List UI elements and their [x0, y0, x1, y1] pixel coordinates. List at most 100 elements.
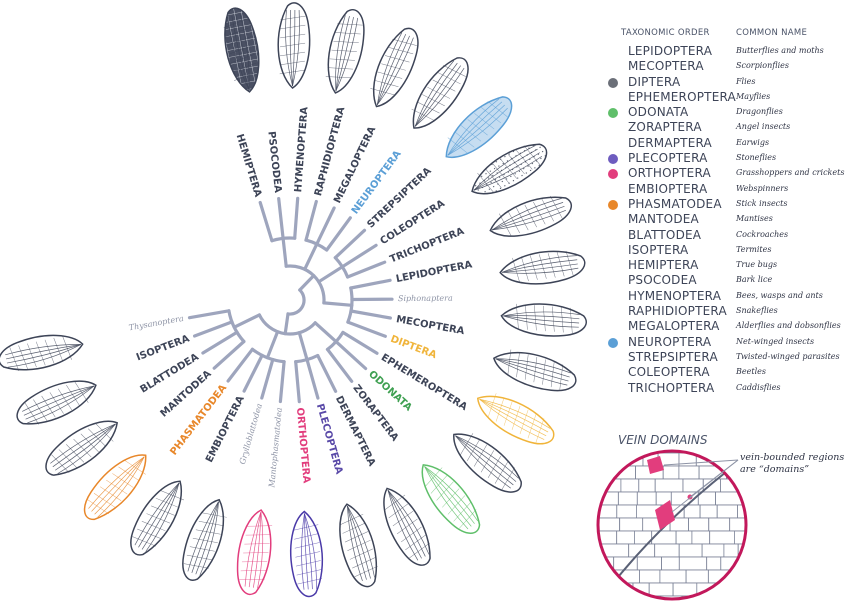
mantodea-wing-crossvein: [95, 423, 114, 442]
vein-domains-title: VEIN DOMAINS: [618, 433, 708, 447]
odonata-wing: [421, 464, 481, 534]
hymenoptera-wing-crossvein: [335, 32, 361, 35]
hymenoptera-wing-vein: [335, 16, 354, 92]
vein-cell: [678, 465, 700, 480]
coleoptera-wing-vein: [492, 206, 565, 231]
wing-illustrations: [0, 2, 587, 598]
legend-common-name: Caddisflies: [736, 382, 781, 392]
embioptera-wing-crossvein: [155, 497, 180, 508]
dermaptera-wing-crossvein: [349, 548, 373, 560]
embioptera-wing-crossvein: [160, 490, 185, 501]
mantodea-wing-vein: [55, 423, 116, 471]
tree-leaf-branch-phasmatodea: [226, 347, 254, 383]
neuroptera-wing-vein: [447, 104, 505, 156]
legend-order-name: ORTHOPTERA: [628, 166, 711, 181]
vein-cell: [593, 609, 611, 613]
lepidoptera-wing-outline: [500, 303, 587, 337]
diptera-wing-crossvein: [495, 397, 505, 422]
trichoptera-wing-vein: [502, 255, 577, 273]
zoraptera-wing-crossvein: [405, 534, 426, 551]
vein-cell: [648, 582, 674, 597]
odonata-wing-crossvein: [459, 509, 477, 529]
phasmatodea-wing-crossvein: [112, 473, 134, 488]
strepsiptera-wing-vein: [473, 145, 536, 191]
strepsiptera-wing-crossvein: [484, 168, 502, 189]
taxon-label-plecoptera: PLECOPTERA: [314, 403, 345, 476]
legend-row-dermaptera: DERMAPTERA Earwigs: [608, 136, 848, 151]
legend-row-hymenoptera: HYMENOPTERA Bees, wasps and ants: [608, 289, 848, 304]
mecoptera-wing-crossvein: [507, 349, 512, 375]
odonata-wing-crossvein: [436, 481, 454, 501]
lepidoptera-wing-vein: [503, 315, 579, 328]
legend-header: TAXONOMIC ORDER COMMON NAME: [608, 24, 848, 44]
legend-order-name: MECOPTERA: [628, 59, 704, 74]
mecoptera-wing-crossvein: [542, 359, 546, 385]
diptera-wing-crossvein: [511, 405, 521, 430]
embioptera-wing-vein: [145, 482, 180, 552]
dermaptera-wing-vein: [347, 505, 371, 579]
legend-common-name: Bees, wasps and ants: [736, 290, 823, 300]
vein-cell: [682, 609, 700, 613]
vein-cell: [646, 609, 665, 613]
trichoptera-wing-crossvein: [538, 254, 547, 279]
blattodea-wing-crossvein: [49, 392, 64, 414]
plecoptera-wing-crossvein: [295, 551, 321, 558]
legend-order-header: TAXONOMIC ORDER: [621, 28, 710, 38]
hemiptera-wing-crossvein: [223, 18, 248, 28]
vein-cell: [728, 569, 746, 584]
hymenoptera-wing-vein: [335, 16, 350, 91]
zoraptera-wing-crossvein: [392, 510, 414, 527]
neuroptera-wing-crossvein: [480, 107, 501, 124]
tree-leaf-branch-grylloblattodea: [260, 358, 275, 400]
legend-common-header: COMMON NAME: [736, 28, 808, 38]
embioptera-wing-crossvein: [141, 521, 166, 532]
trichoptera-wing-vein: [502, 263, 578, 273]
trichoptera-wing-crossvein: [530, 255, 538, 280]
tree-leaf-branch-hemiptera: [258, 200, 274, 243]
raphidioptera-wing-crossvein: [381, 63, 406, 71]
vein-cell: [688, 517, 710, 532]
grylloblattodea-wing-crossvein: [195, 529, 221, 535]
phasmatodea-wing-vein: [91, 456, 145, 512]
lepidoptera-wing-vein: [503, 315, 580, 320]
phasmatodea-wing-crossvein: [93, 493, 116, 508]
mantodea-wing: [45, 420, 119, 476]
tree-clade-stem-5: [297, 331, 309, 362]
diptera-wing-crossvein: [487, 393, 497, 418]
phasmatodea-wing-crossvein: [124, 460, 146, 475]
lepidoptera-wing-crossvein: [551, 306, 555, 332]
vein-cell: [620, 478, 640, 493]
vein-callout-line: [663, 459, 739, 466]
vein-cell: [708, 517, 731, 532]
vein-cell: [744, 569, 746, 584]
neuroptera-wing-vein: [447, 101, 503, 156]
legend-common-name: Earwigs: [736, 137, 770, 147]
legend-common-name: Cockroaches: [736, 229, 789, 239]
dermaptera-wing-vein: [347, 506, 363, 581]
vein-cell: [741, 491, 746, 506]
plecoptera-wing-crossvein: [296, 569, 322, 576]
taxon-label-psocodea: PSOCODEA: [265, 131, 283, 194]
legend-order-name: PSOCODEA: [628, 273, 697, 288]
strepsiptera-wing-vein: [473, 152, 540, 191]
megaloptera-wing-crossvein: [432, 79, 456, 92]
legend-color-dot: [608, 169, 618, 180]
vein-cell: [719, 582, 746, 597]
vein-cell: [701, 609, 726, 613]
orthoptera-wing-crossvein: [244, 543, 270, 545]
legend-order-name: PLECOPTERA: [628, 151, 708, 166]
trichoptera-wing-crossvein: [521, 256, 529, 282]
hemiptera-wing-vein: [227, 16, 250, 91]
taxon-label-hemiptera: HEMIPTERA: [234, 133, 264, 199]
vein-cell: [757, 544, 776, 557]
diptera-wing-crossvein: [519, 409, 529, 435]
vein-cell: [639, 569, 661, 584]
plecoptera-wing-vein: [301, 513, 305, 590]
trichoptera-wing-crossvein: [565, 250, 574, 276]
blattodea-wing-vein: [27, 385, 95, 424]
hemiptera-wing: [223, 7, 260, 93]
lepidoptera-wing-vein: [503, 311, 580, 317]
mecoptera-wing-vein: [495, 358, 570, 378]
isoptera-wing-vein: [5, 344, 81, 356]
embioptera-wing-vein: [141, 482, 180, 550]
